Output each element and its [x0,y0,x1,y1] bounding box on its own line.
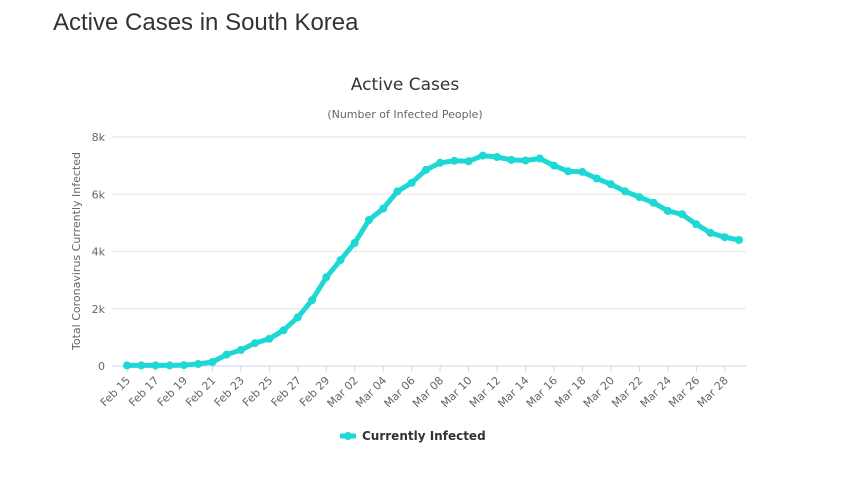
data-point[interactable] [550,161,558,170]
x-tick-label: Feb 17 [126,374,161,409]
data-point[interactable] [578,167,587,176]
x-tick-label: Feb 21 [183,374,218,409]
data-point[interactable] [564,167,573,176]
x-tick-label: Mar 10 [438,374,474,410]
legend-item-currently-infected[interactable]: Currently Infected [362,429,486,443]
data-point[interactable] [407,178,416,187]
data-point[interactable] [436,158,445,167]
x-tick-label: Mar 12 [467,374,503,410]
series-line [124,153,742,368]
x-tick-label: Feb 27 [269,374,304,409]
data-point[interactable] [265,334,274,343]
data-point[interactable] [507,155,516,164]
data-point[interactable] [293,313,302,322]
x-tick-label: Mar 02 [325,374,361,410]
data-point[interactable] [336,256,345,265]
y-tick-label: 2k [92,303,106,316]
x-tick-label: Mar 28 [695,374,731,410]
data-point[interactable] [606,180,615,189]
legend-symbol-marker [344,432,352,440]
chart-title: Active Cases [351,75,460,95]
y-tick-label: 6k [92,188,106,201]
x-tick-label: Mar 08 [410,374,446,410]
data-point[interactable] [706,228,715,237]
x-tick-label: Mar 16 [524,374,560,410]
data-point[interactable] [635,193,644,202]
x-tick-label: Feb 15 [98,374,133,409]
data-point[interactable] [123,361,131,370]
data-point[interactable] [735,236,743,244]
x-tick-label: Feb 19 [155,374,190,409]
data-point[interactable] [521,156,530,165]
x-tick-label: Mar 24 [638,374,674,410]
data-point[interactable] [621,187,630,196]
x-tick-label: Mar 06 [382,374,418,410]
chart-subtitle: (Number of Infected People) [327,108,482,121]
data-point[interactable] [222,350,231,359]
data-point[interactable] [678,210,687,219]
x-tick-label: Mar 04 [353,374,389,410]
data-point[interactable] [236,346,245,354]
data-point[interactable] [649,198,658,207]
data-point[interactable] [151,361,160,370]
series [123,151,743,370]
gridlines [112,136,746,310]
data-point[interactable] [592,174,601,183]
data-point[interactable] [421,165,430,174]
data-point[interactable] [322,273,331,282]
data-point[interactable] [179,361,188,370]
data-point[interactable] [308,296,316,305]
x-tick-label: Mar 14 [495,374,531,410]
x-tick-label: Mar 20 [581,374,617,410]
data-point[interactable] [350,238,359,247]
data-point[interactable] [393,187,402,196]
data-point[interactable] [535,154,544,163]
legend[interactable]: Currently Infected [340,429,486,443]
page-title: Active Cases in South Korea [53,9,359,36]
data-point[interactable] [493,153,501,161]
data-point[interactable] [165,361,174,370]
data-point[interactable] [279,326,288,335]
data-point[interactable] [663,206,672,215]
data-point[interactable] [365,216,373,224]
y-tick-label: 4k [92,246,106,259]
data-point[interactable] [137,361,146,370]
data-point[interactable] [379,204,388,213]
data-point[interactable] [194,360,203,368]
x-tick-label: Feb 25 [240,374,275,409]
data-point[interactable] [478,151,487,160]
data-point[interactable] [208,358,217,366]
y-tick-label: 8k [92,131,106,144]
data-point[interactable] [251,339,260,348]
x-tick-label: Mar 22 [609,374,645,410]
data-point[interactable] [692,220,701,229]
data-point[interactable] [450,156,459,165]
y-axis-title: Total Coronavirus Currently Infected [70,152,83,351]
x-tick-label: Mar 26 [666,374,702,410]
data-point[interactable] [464,157,473,166]
y-tick-label: 0 [98,360,105,373]
data-point[interactable] [720,233,729,242]
x-tick-label: Feb 23 [212,374,247,409]
x-tick-label: Mar 18 [552,374,588,410]
